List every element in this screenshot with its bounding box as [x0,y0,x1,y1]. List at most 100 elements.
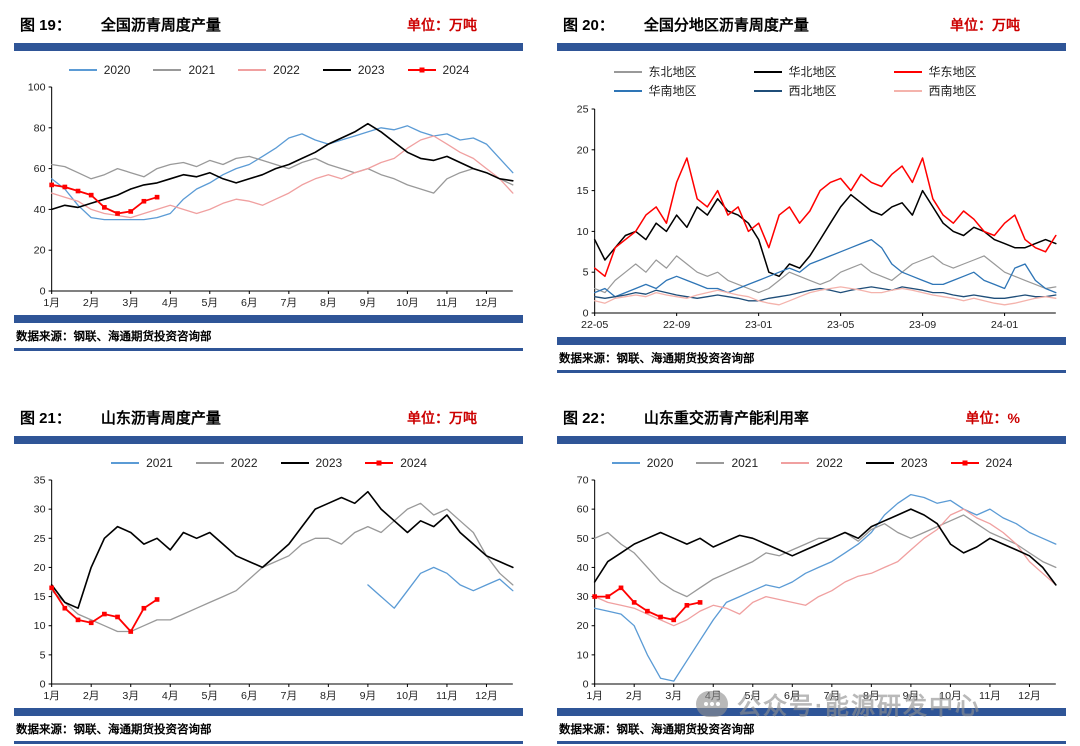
series-marker-2024 [154,597,160,602]
series-marker-2024 [141,605,147,611]
series-marker-2024 [645,608,650,614]
chart-21-legend: 2021 2022 2023 2024 [14,444,523,470]
series-marker-2024 [697,600,703,605]
legend-item-西南地区: 西南地区 [893,82,1011,99]
x-axis-tick-label: 11月 [436,690,458,702]
legend-label: 华南地区 [648,84,697,98]
series-line-2024 [593,586,701,621]
unit-label: 单位：万吨 [407,17,477,33]
legend-label: 东北地区 [648,65,697,79]
legend-item-2021: 2021 [152,63,215,77]
legend-swatch [781,462,810,464]
divider-bar [14,43,523,51]
series-marker-2024 [128,629,134,634]
x-axis-tick-label: 12月 [1018,690,1041,702]
y-axis-tick-label: 10 [577,226,589,238]
series-marker-2024 [49,585,55,591]
legend-swatch [753,70,782,73]
y-axis-tick-label: 40 [577,562,589,574]
y-axis-tick-label: 25 [34,533,46,545]
y-axis-tick-label: 70 [577,475,589,487]
x-axis-tick-label: 10月 [396,690,419,702]
divider-bar [557,436,1066,444]
series-marker-2024 [75,617,81,623]
legend-swatch [280,462,309,464]
divider-bar [14,708,523,716]
legend-item-西北地区: 西北地区 [753,82,871,99]
legend-swatch [195,462,224,464]
series-marker-2024 [154,194,160,200]
series-marker-2024 [671,617,677,623]
series-line-2021 [51,155,514,194]
series-line-华东地区 [593,157,1057,278]
legend-label: 2023 [357,63,385,77]
series-line-2022 [51,135,514,219]
legend-item-2024: 2024 [364,456,427,470]
y-axis-tick-label: 0 [583,308,589,320]
y-axis-tick-label: 80 [34,122,46,134]
legend-item-2020: 2020 [68,63,131,77]
legend-swatch [753,89,782,92]
y-axis-tick-label: 0 [40,286,46,298]
series-marker-2024 [115,211,120,216]
series-marker-2024 [618,585,624,591]
x-axis-tick-label: 8月 [320,690,337,702]
series-marker-2024 [141,198,147,204]
x-axis-tick-label: 8月 [863,690,880,702]
chart-19-header: 图 19： 全国沥青周度产量 单位：万吨 [14,8,523,43]
legend-label: 西南地区 [928,84,977,98]
watermark: 公众号·能源研发中心 [696,686,981,721]
x-axis-tick-label: 1月 [586,690,603,702]
y-axis-tick-label: 15 [577,185,589,197]
legend-label: 2020 [103,63,131,77]
legend-item-2023: 2023 [865,456,928,470]
legend-label: 2020 [646,456,674,470]
chart-19-legend: 2020 2021 2022 2023 2024 [14,51,523,77]
legend-item-华南地区: 华南地区 [613,82,731,99]
chart-title: 全国分地区沥青周度产量 [643,17,809,34]
data-source: 数据来源：钢联、海通期货投资咨询部 [559,724,755,736]
divider-bar [557,337,1066,345]
chart-card-20: 图 20： 全国分地区沥青周度产量 单位：万吨 东北地区 华北地区 华东地区 华南地区… [557,8,1066,373]
divider-line [557,741,1066,744]
x-axis-tick-label: 3月 [122,297,139,309]
line-chart-20: 0 5 10 15 20 25 22-05 22-09 23-01 23-05 23-09 24-01 [577,104,1057,331]
x-axis-tick-label: 7月 [824,690,841,702]
chart-title: 山东重交沥青产能利用率 [643,410,809,427]
x-axis-tick-label: 23-09 [909,319,936,331]
figure-number: 图 22： [563,410,614,427]
x-axis-tick-label: 7月 [281,297,298,309]
series-marker-2024 [658,614,663,620]
legend-swatch [613,89,642,92]
series-marker-2024 [49,182,55,188]
x-axis-tick-label: 2月 [83,297,100,309]
legend-swatch [893,70,922,73]
legend-label: 西北地区 [788,84,837,98]
series-marker-2024 [592,594,598,599]
legend-swatch [111,462,140,464]
data-source: 数据来源：钢联、海通期货投资咨询部 [16,724,212,736]
series-marker-2024 [88,192,94,198]
legend-item-2024: 2024 [950,456,1012,470]
y-axis-tick-label: 0 [40,679,46,691]
divider-line [14,741,523,744]
series-line-西南地区 [594,286,1057,306]
chart-title: 山东沥青周度产量 [100,410,221,427]
chart-card-21: 图 21： 山东沥青周度产量 单位：万吨 2021 2022 2023 2024 0 5… [14,401,523,744]
series-line-2023 [50,122,514,211]
y-axis-tick-label: 35 [34,475,46,487]
y-axis-tick-label: 20 [577,620,589,632]
legend-label: 华东地区 [928,65,977,79]
x-axis-tick-label: 9月 [360,297,377,309]
legend-swatch [153,69,182,71]
x-axis-tick-label: 5月 [201,297,218,309]
series-line-2021 [367,566,514,609]
series-line-东北地区 [594,255,1057,294]
legend-label: 2022 [230,456,258,470]
x-axis-tick-label: 4月 [162,297,179,309]
unit-label: 单位：万吨 [950,17,1020,33]
series-line-华北地区 [593,189,1057,278]
legend-label: 2021 [188,63,216,77]
series-line-2022 [51,502,514,633]
